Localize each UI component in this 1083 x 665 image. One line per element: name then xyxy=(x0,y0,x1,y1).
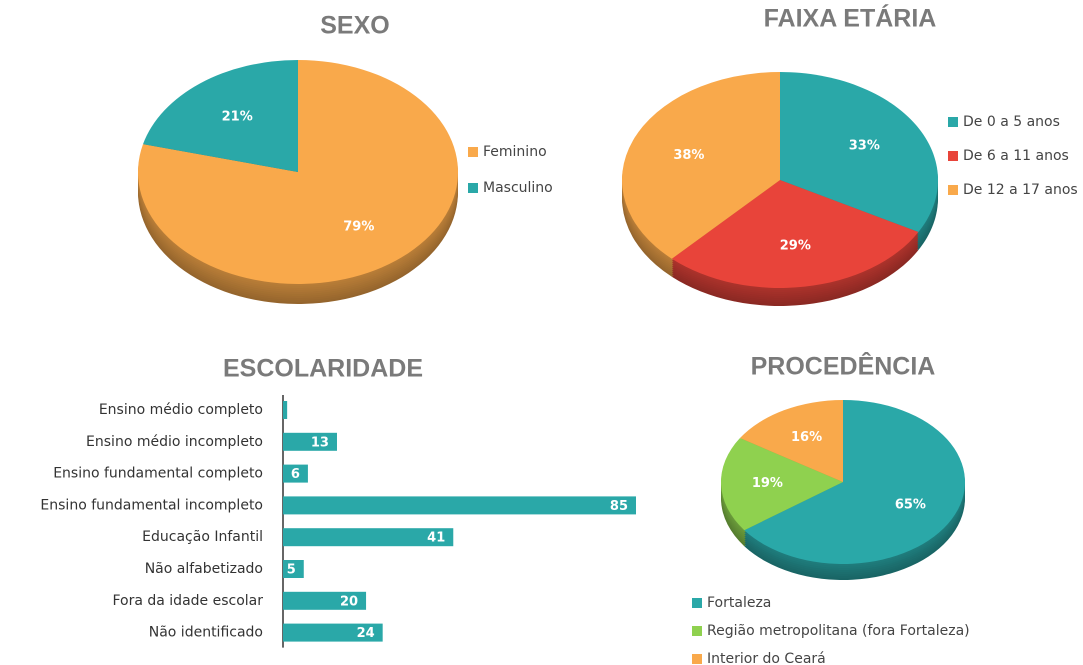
category-label: Fora da idade escolar xyxy=(112,593,263,609)
data-label: 21% xyxy=(222,110,253,125)
chart-title: ESCOLARIDADE xyxy=(223,355,423,383)
legend-swatch xyxy=(948,151,958,161)
pie-slice xyxy=(622,72,780,259)
legend-swatch xyxy=(468,183,478,193)
legend-label: Região metropolitana (fora Fortaleza) xyxy=(707,623,970,639)
data-label: 41 xyxy=(427,531,445,546)
data-label: 13 xyxy=(311,435,329,450)
legend-label: Interior do Ceará xyxy=(707,651,826,665)
legend-label: Masculino xyxy=(483,180,553,196)
pie-slice xyxy=(744,400,965,564)
data-label: 29% xyxy=(780,239,811,254)
bar xyxy=(283,432,337,451)
legend-swatch xyxy=(948,185,958,195)
data-label: 16% xyxy=(791,430,822,445)
legend-label: De 0 a 5 anos xyxy=(963,114,1060,130)
data-label: 85 xyxy=(610,499,628,514)
chart-title: FAIXA ETÁRIA xyxy=(764,4,937,33)
category-label: Não identificado xyxy=(149,625,263,641)
pie-slice xyxy=(780,72,939,233)
data-label: 20 xyxy=(340,594,358,609)
pie-slice xyxy=(671,180,919,289)
category-label: Educação Infantil xyxy=(142,529,263,545)
legend-swatch xyxy=(692,598,702,608)
data-label: 5 xyxy=(287,563,296,578)
legend-swatch xyxy=(468,147,478,157)
pie-slice xyxy=(739,400,843,482)
legend-swatch xyxy=(692,654,702,664)
chart-title: PROCEDÊNCIA xyxy=(751,351,936,381)
bar xyxy=(283,401,288,419)
category-label: Ensino fundamental completo xyxy=(53,466,263,482)
data-label: 6 xyxy=(291,467,300,482)
legend-label: Feminino xyxy=(483,144,547,160)
legend-swatch xyxy=(948,117,958,127)
pie-slice xyxy=(721,438,843,531)
legend-label: De 12 a 17 anos xyxy=(963,182,1078,198)
data-label: 65% xyxy=(895,498,926,513)
category-label: Ensino médio incompleto xyxy=(86,434,263,450)
category-label: Ensino médio completo xyxy=(99,402,263,418)
bar xyxy=(283,623,383,642)
bar xyxy=(283,560,304,578)
data-label: 38% xyxy=(673,148,704,163)
bar xyxy=(283,496,636,515)
category-label: Não alfabetizado xyxy=(145,561,263,577)
bar xyxy=(283,528,454,547)
legend-label: Fortaleza xyxy=(707,595,771,611)
legend-label: De 6 a 11 anos xyxy=(963,148,1069,164)
pie-slice xyxy=(143,60,298,172)
chart-title: SEXO xyxy=(320,12,389,40)
data-label: 24 xyxy=(357,626,375,641)
bar xyxy=(283,464,308,483)
category-label: Ensino fundamental incompleto xyxy=(40,497,263,513)
data-label: 33% xyxy=(849,138,880,153)
data-label: 19% xyxy=(752,476,783,491)
data-label: 79% xyxy=(343,219,374,234)
legend-swatch xyxy=(692,626,702,636)
bar xyxy=(283,591,367,610)
